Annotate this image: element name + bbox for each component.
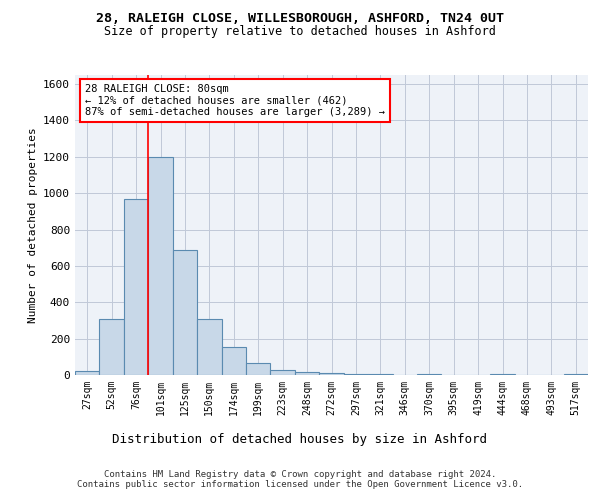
Y-axis label: Number of detached properties: Number of detached properties — [28, 127, 38, 323]
Text: Contains HM Land Registry data © Crown copyright and database right 2024.: Contains HM Land Registry data © Crown c… — [104, 470, 496, 479]
Bar — [295, 372, 319, 375]
Text: 28 RALEIGH CLOSE: 80sqm
← 12% of detached houses are smaller (462)
87% of semi-d: 28 RALEIGH CLOSE: 80sqm ← 12% of detache… — [85, 84, 385, 117]
Bar — [124, 198, 148, 375]
Bar — [173, 250, 197, 375]
Bar — [148, 157, 173, 375]
Bar — [246, 363, 271, 375]
Text: Distribution of detached houses by size in Ashford: Distribution of detached houses by size … — [113, 432, 487, 446]
Bar — [417, 374, 442, 375]
Bar — [563, 374, 588, 375]
Text: Size of property relative to detached houses in Ashford: Size of property relative to detached ho… — [104, 25, 496, 38]
Bar — [75, 372, 100, 375]
Bar — [221, 347, 246, 375]
Bar — [368, 374, 392, 375]
Bar — [100, 318, 124, 375]
Bar — [319, 373, 344, 375]
Bar — [344, 374, 368, 375]
Text: Contains public sector information licensed under the Open Government Licence v3: Contains public sector information licen… — [77, 480, 523, 489]
Bar — [197, 318, 221, 375]
Bar — [271, 370, 295, 375]
Bar — [490, 374, 515, 375]
Text: 28, RALEIGH CLOSE, WILLESBOROUGH, ASHFORD, TN24 0UT: 28, RALEIGH CLOSE, WILLESBOROUGH, ASHFOR… — [96, 12, 504, 26]
